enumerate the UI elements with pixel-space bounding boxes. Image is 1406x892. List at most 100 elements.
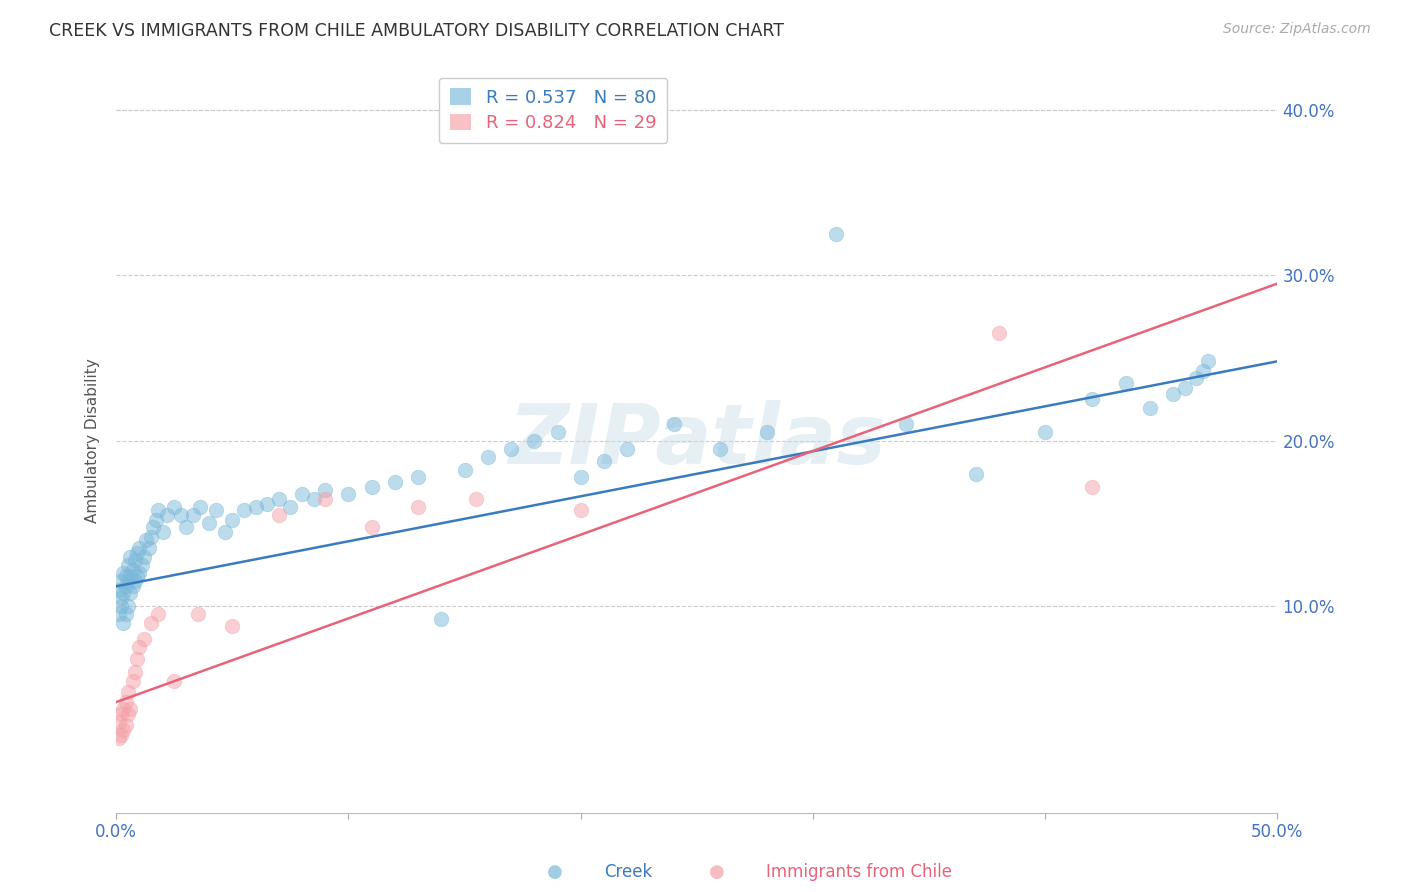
Point bbox=[114, 579, 136, 593]
Point bbox=[267, 508, 290, 523]
Point bbox=[124, 665, 146, 680]
Point bbox=[593, 453, 616, 467]
Point bbox=[127, 546, 149, 560]
Point bbox=[406, 470, 429, 484]
Point bbox=[616, 442, 638, 456]
Point bbox=[163, 673, 186, 688]
Point bbox=[314, 483, 336, 498]
Point bbox=[187, 607, 209, 622]
Point bbox=[112, 615, 135, 630]
Point bbox=[1115, 376, 1137, 390]
Point bbox=[233, 503, 256, 517]
Point bbox=[569, 503, 592, 517]
Point bbox=[134, 549, 156, 564]
Point bbox=[117, 706, 139, 721]
Point bbox=[291, 486, 314, 500]
Point bbox=[453, 463, 475, 477]
Point bbox=[1139, 401, 1161, 415]
Point bbox=[302, 491, 325, 506]
Point bbox=[965, 467, 987, 481]
Point bbox=[894, 417, 917, 432]
Point bbox=[205, 503, 228, 517]
Point bbox=[117, 599, 139, 614]
Point bbox=[152, 524, 174, 539]
Point bbox=[145, 513, 167, 527]
Point bbox=[110, 599, 132, 614]
Point bbox=[221, 619, 243, 633]
Point bbox=[117, 574, 139, 589]
Point bbox=[1080, 480, 1102, 494]
Point bbox=[120, 569, 142, 583]
Point bbox=[181, 508, 204, 523]
Point bbox=[1192, 364, 1215, 378]
Point bbox=[214, 524, 236, 539]
Point bbox=[360, 520, 382, 534]
Text: CREEK VS IMMIGRANTS FROM CHILE AMBULATORY DISABILITY CORRELATION CHART: CREEK VS IMMIGRANTS FROM CHILE AMBULATOR… bbox=[49, 22, 785, 40]
Text: ●: ● bbox=[547, 863, 564, 881]
Point bbox=[110, 728, 132, 742]
Point bbox=[1173, 381, 1195, 395]
Point bbox=[127, 652, 149, 666]
Point bbox=[314, 491, 336, 506]
Text: ZIPatlas: ZIPatlas bbox=[508, 401, 886, 481]
Point bbox=[170, 508, 193, 523]
Legend: R = 0.537   N = 80, R = 0.824   N = 29: R = 0.537 N = 80, R = 0.824 N = 29 bbox=[439, 78, 668, 143]
Point bbox=[121, 673, 143, 688]
Point bbox=[477, 450, 499, 465]
Point bbox=[662, 417, 685, 432]
Point bbox=[174, 520, 197, 534]
Point bbox=[128, 566, 150, 580]
Point bbox=[131, 558, 153, 572]
Point bbox=[163, 500, 186, 514]
Point bbox=[110, 574, 132, 589]
Point bbox=[114, 569, 136, 583]
Point bbox=[114, 695, 136, 709]
Point bbox=[1033, 425, 1056, 440]
Point bbox=[1197, 354, 1219, 368]
Point bbox=[135, 533, 157, 547]
Point bbox=[107, 714, 129, 729]
Point bbox=[430, 612, 453, 626]
Point bbox=[120, 586, 142, 600]
Point bbox=[825, 227, 848, 241]
Point bbox=[110, 706, 132, 721]
Point bbox=[114, 607, 136, 622]
Point bbox=[146, 503, 169, 517]
Point bbox=[156, 508, 179, 523]
Point bbox=[256, 497, 278, 511]
Y-axis label: Ambulatory Disability: Ambulatory Disability bbox=[86, 359, 100, 523]
Point bbox=[127, 569, 149, 583]
Point bbox=[188, 500, 211, 514]
Point bbox=[112, 566, 135, 580]
Point bbox=[1161, 387, 1184, 401]
Point bbox=[120, 701, 142, 715]
Point bbox=[114, 718, 136, 732]
Point bbox=[112, 701, 135, 715]
Point bbox=[107, 731, 129, 746]
Point bbox=[1080, 392, 1102, 407]
Point bbox=[499, 442, 522, 456]
Point bbox=[112, 586, 135, 600]
Point bbox=[121, 579, 143, 593]
Point bbox=[547, 425, 569, 440]
Point bbox=[120, 549, 142, 564]
Point bbox=[406, 500, 429, 514]
Point bbox=[198, 516, 221, 531]
Point bbox=[523, 434, 546, 448]
Point bbox=[110, 591, 132, 605]
Point bbox=[360, 480, 382, 494]
Point bbox=[987, 326, 1010, 341]
Point bbox=[245, 500, 267, 514]
Point bbox=[465, 491, 488, 506]
Point bbox=[1185, 371, 1208, 385]
Point bbox=[146, 607, 169, 622]
Point bbox=[124, 574, 146, 589]
Point bbox=[569, 470, 592, 484]
Point bbox=[128, 541, 150, 556]
Point bbox=[221, 513, 243, 527]
Point bbox=[117, 685, 139, 699]
Point bbox=[280, 500, 302, 514]
Point bbox=[139, 615, 162, 630]
Point bbox=[121, 563, 143, 577]
Point bbox=[337, 486, 360, 500]
